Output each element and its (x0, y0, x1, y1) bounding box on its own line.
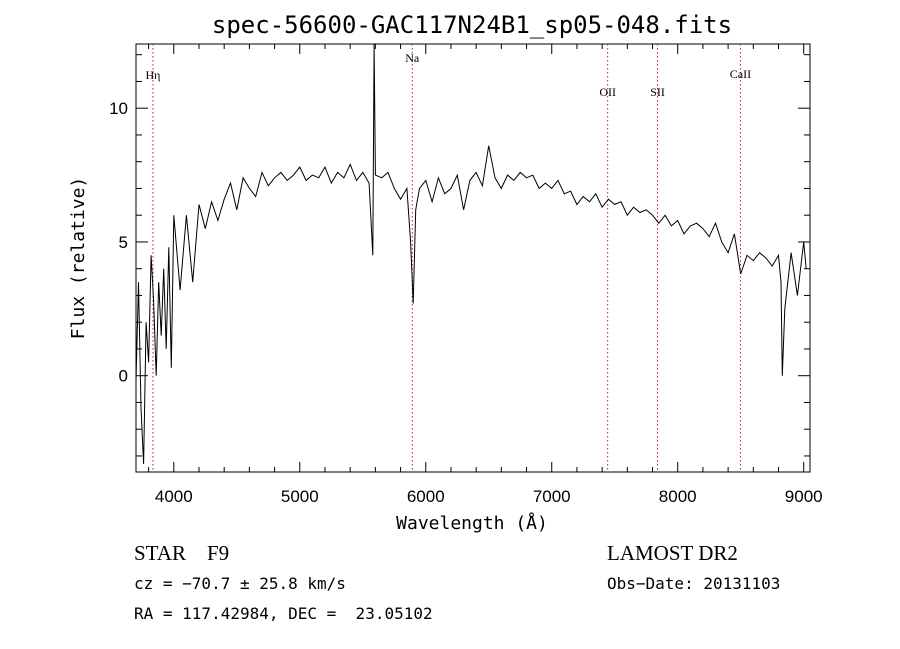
y-axis-label: Flux (relative) (68, 177, 89, 340)
x-tick-label: 8000 (659, 487, 697, 506)
spectral-line-markers: Hη Na OII SII CaII (146, 44, 751, 472)
survey-name: LAMOST DR2 (607, 541, 738, 565)
object-class: STAR F9 (134, 541, 230, 565)
x-tick-label: 7000 (533, 487, 571, 506)
plot-frame (135, 43, 811, 473)
line-marker-label: Hη (146, 68, 161, 82)
line-marker-label: OII (599, 85, 616, 99)
x-axis-label: Wavelength (Å) (396, 512, 548, 534)
line-marker-label: SII (650, 85, 665, 99)
x-tick-label: 4000 (155, 487, 193, 506)
line-marker-label: Na (405, 51, 420, 65)
axis-ticks: 4000 5000 6000 7000 8000 9000 0 5 10 (109, 44, 823, 506)
y-tick-label: 0 (119, 367, 128, 386)
x-tick-label: 5000 (281, 487, 319, 506)
spectrum-series (135, 43, 807, 465)
spectrum-chart: spec-56600-GAC117N24B1_sp05-048.fits Hη N… (68, 11, 823, 534)
x-tick-label: 9000 (785, 487, 823, 506)
redshift-velocity: cz = −70.7 ± 25.8 km/s (134, 574, 346, 593)
observation-date: Obs−Date: 20131103 (607, 574, 781, 593)
chart-title: spec-56600-GAC117N24B1_sp05-048.fits (212, 11, 732, 39)
coordinates: RA = 117.42984, DEC = 23.05102 (134, 604, 433, 623)
x-tick-label: 6000 (407, 487, 445, 506)
y-tick-label: 10 (109, 99, 128, 118)
spectrum-line (135, 43, 807, 465)
y-tick-label: 5 (119, 233, 128, 252)
line-marker-label: CaII (730, 67, 751, 81)
